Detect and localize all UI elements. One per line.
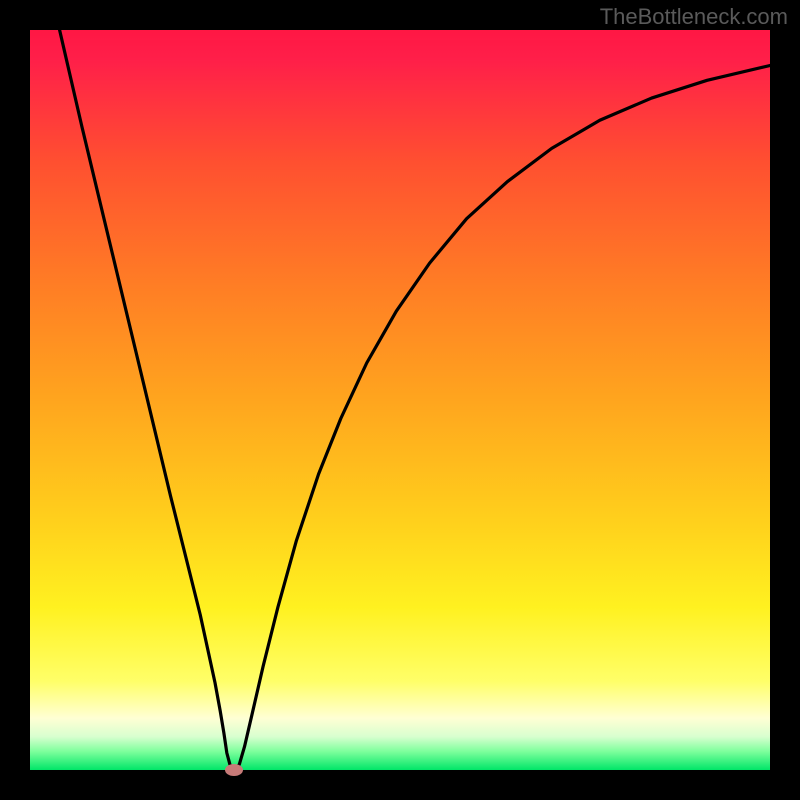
plot-area <box>30 30 770 770</box>
minimum-marker <box>225 764 243 776</box>
chart-container: TheBottleneck.com <box>0 0 800 800</box>
bottleneck-curve <box>60 30 770 770</box>
watermark-text: TheBottleneck.com <box>600 4 788 30</box>
curve-svg <box>30 30 770 770</box>
